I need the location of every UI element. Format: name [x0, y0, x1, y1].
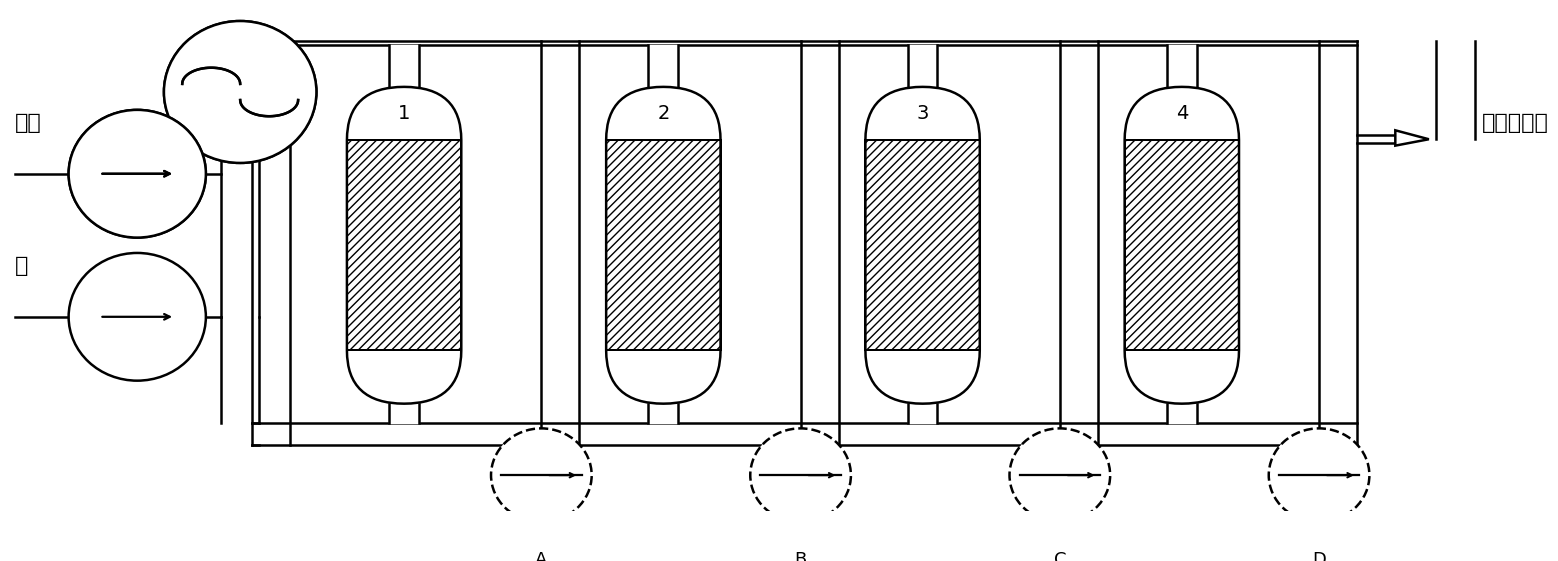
Bar	[1125, 140, 1239, 351]
Circle shape	[164, 21, 316, 163]
Circle shape	[69, 110, 206, 238]
Circle shape	[491, 429, 592, 522]
FancyBboxPatch shape	[865, 87, 980, 404]
Circle shape	[69, 253, 206, 381]
Text: B: B	[795, 550, 807, 561]
Polygon shape	[1396, 130, 1429, 146]
Text: 2: 2	[657, 104, 670, 123]
Circle shape	[69, 110, 206, 238]
Circle shape	[1268, 429, 1369, 522]
Text: C: C	[1053, 550, 1066, 561]
Circle shape	[491, 429, 592, 522]
FancyBboxPatch shape	[347, 87, 461, 404]
Circle shape	[751, 429, 851, 522]
Text: 丙烯: 丙烯	[16, 113, 42, 132]
Circle shape	[751, 429, 851, 522]
Circle shape	[69, 110, 206, 238]
Circle shape	[69, 253, 206, 381]
Circle shape	[1010, 429, 1111, 522]
Text: 1: 1	[397, 104, 410, 123]
Bar	[865, 140, 980, 351]
Circle shape	[164, 21, 316, 163]
Text: 3: 3	[916, 104, 929, 123]
FancyBboxPatch shape	[1125, 87, 1239, 404]
FancyBboxPatch shape	[606, 87, 720, 404]
Text: D: D	[1312, 550, 1326, 561]
Circle shape	[164, 21, 316, 163]
Bar	[347, 140, 461, 351]
Circle shape	[1268, 429, 1369, 522]
Text: 水: 水	[16, 256, 28, 275]
Text: 4: 4	[1176, 104, 1189, 123]
Bar	[606, 140, 720, 351]
Circle shape	[1010, 429, 1111, 522]
Text: 反应混合物: 反应混合物	[1482, 113, 1549, 132]
Text: A: A	[534, 550, 547, 561]
